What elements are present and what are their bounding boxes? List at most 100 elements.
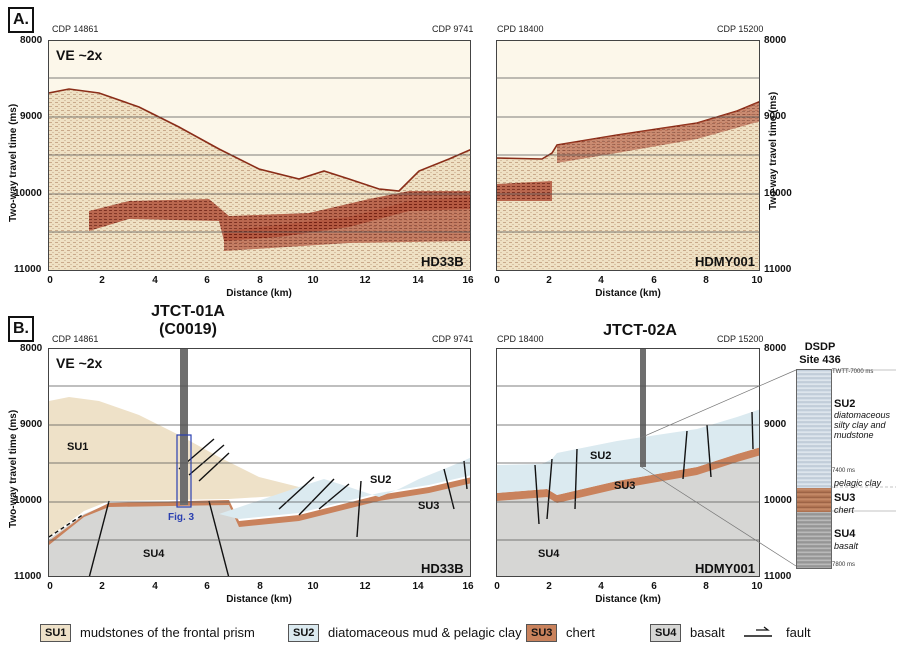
cdp-label: CDP 15200 (717, 334, 764, 344)
x-tick: 0 (47, 275, 53, 286)
x-axis-label: Distance (km) (226, 594, 292, 605)
x-tick: 10 (307, 581, 319, 592)
cdp-label: CDP 9741 (432, 334, 474, 344)
unit-label-su3: SU3 (614, 480, 636, 492)
unit-label-su4: SU4 (538, 548, 560, 560)
gridlines (496, 385, 760, 541)
cdp-label: CDP 14861 (52, 334, 99, 344)
x-tick: 2 (99, 275, 105, 286)
x-tick: 6 (204, 581, 210, 592)
dsdp-su4-desc: basalt (834, 541, 859, 551)
x-tick: 14 (412, 581, 424, 592)
unit-label-su1: SU1 (67, 441, 89, 453)
y-tick: 10000 (764, 495, 792, 506)
x-tick: 4 (598, 581, 604, 592)
site-subname: (C0019) (159, 321, 217, 338)
interpretation-panel-b-left (48, 348, 471, 577)
dsdp-su2-desc: diatomaceous silty clay and mudstone (834, 410, 891, 440)
vertical-exaggeration: VE ~2x (56, 47, 103, 63)
site-name: JTCT-01A (151, 303, 225, 320)
cdp-label: CDP 14861 (52, 24, 99, 34)
unit-label-su3: SU3 (418, 500, 440, 512)
x-tick: 10 (307, 275, 319, 286)
gridlines (496, 77, 760, 233)
y-tick: 10000 (14, 495, 42, 506)
legend-swatch-su2: SU2 (288, 624, 320, 642)
x-tick: 16 (462, 275, 474, 286)
dsdp-su3: SU3 chert (834, 492, 855, 516)
seismic-line-name: HDMY001 (695, 561, 755, 576)
x-tick: 4 (598, 275, 604, 286)
legend-swatch-su4: SU4 (650, 624, 682, 642)
y-tick: 8000 (764, 35, 787, 46)
x-tick: 12 (359, 275, 371, 286)
interpretation-panel-b-right (496, 348, 760, 577)
vertical-exaggeration: VE ~2x (56, 355, 103, 371)
y-axis-label: Two-way travel time (ms) (8, 103, 19, 222)
legend-label-su3: chert (566, 625, 595, 640)
legend-label-su4: basalt (690, 625, 725, 640)
seismic-line-name: HD33B (421, 254, 464, 269)
dsdp-title: DSDP Site 436 (790, 341, 850, 367)
dsdp-pelagic: pelagic clay (834, 478, 882, 488)
dsdp-su2-label: SU2 (834, 398, 856, 410)
y-tick: 8000 (764, 343, 787, 354)
y-tick: 11000 (764, 264, 792, 275)
y-tick: 11000 (764, 571, 792, 582)
x-axis-label: Distance (km) (595, 288, 661, 299)
unit-label-su4: SU4 (143, 548, 165, 560)
x-tick: 6 (204, 275, 210, 286)
y-tick: 9000 (764, 419, 787, 430)
x-tick: 6 (651, 275, 657, 286)
dsdp-boundaries (830, 369, 896, 512)
y-tick: 11000 (14, 571, 42, 582)
y-tick: 9000 (20, 419, 43, 430)
x-tick: 2 (99, 581, 105, 592)
x-tick: 0 (47, 581, 53, 592)
legend-label-su1: mudstones of the frontal prism (80, 625, 255, 640)
y-tick: 11000 (14, 264, 42, 275)
x-tick: 0 (494, 275, 500, 286)
twtt-mid: 7400 ms (832, 468, 856, 474)
seismic-line-name: HD33B (421, 561, 464, 576)
y-tick: 10000 (14, 188, 42, 199)
y-tick: 10000 (764, 188, 792, 199)
x-tick: 4 (152, 275, 158, 286)
y-axis-label: Two-way travel time (ms) (8, 409, 19, 528)
x-tick: 16 (462, 581, 474, 592)
unit-label-su2: SU2 (370, 474, 392, 486)
x-tick: 8 (257, 275, 263, 286)
gridlines (48, 77, 471, 233)
x-tick: 10 (751, 581, 763, 592)
x-tick: 8 (257, 581, 263, 592)
x-axis-label: Distance (km) (226, 288, 292, 299)
legend-swatch-su1: SU1 (40, 624, 72, 642)
panel-a-tag: A. (8, 7, 34, 33)
panel-b-tag: B. (8, 316, 34, 342)
dsdp-site: Site 436 (799, 354, 841, 366)
dsdp-su4-label: SU4 (834, 528, 856, 540)
fault-symbol-icon (744, 626, 772, 637)
gridlines (48, 385, 471, 541)
y-tick: 9000 (764, 111, 787, 122)
dsdp-su3-desc: chert (834, 505, 855, 515)
figure-reference-link[interactable]: Fig. 3 (168, 512, 195, 523)
twtt-bottom: 7800 ms (832, 562, 856, 568)
x-tick: 2 (546, 581, 552, 592)
site-label-jtct-01a: JTCT-01A (C0019) (128, 303, 248, 339)
legend-label-su2: diatomaceous mud & pelagic clay (328, 625, 522, 640)
y-tick: 8000 (20, 35, 43, 46)
unit-label-su2: SU2 (590, 450, 612, 462)
dsdp-su2: SU2 diatomaceous silty clay and mudstone (834, 398, 898, 440)
dsdp-su4: SU4 basalt (834, 528, 858, 552)
x-tick: 14 (412, 275, 424, 286)
x-tick: 8 (703, 275, 709, 286)
cdp-label: CPD 18400 (497, 24, 544, 34)
x-tick: 12 (359, 581, 371, 592)
cdp-label: CDP 15200 (717, 24, 764, 34)
x-tick: 0 (494, 581, 500, 592)
y-axis-label: Two-way travel time (ms) (768, 91, 779, 210)
dsdp-label: DSDP (804, 341, 836, 353)
legend-label-fault: fault (786, 625, 811, 640)
interpretation-hd33b (49, 349, 470, 576)
